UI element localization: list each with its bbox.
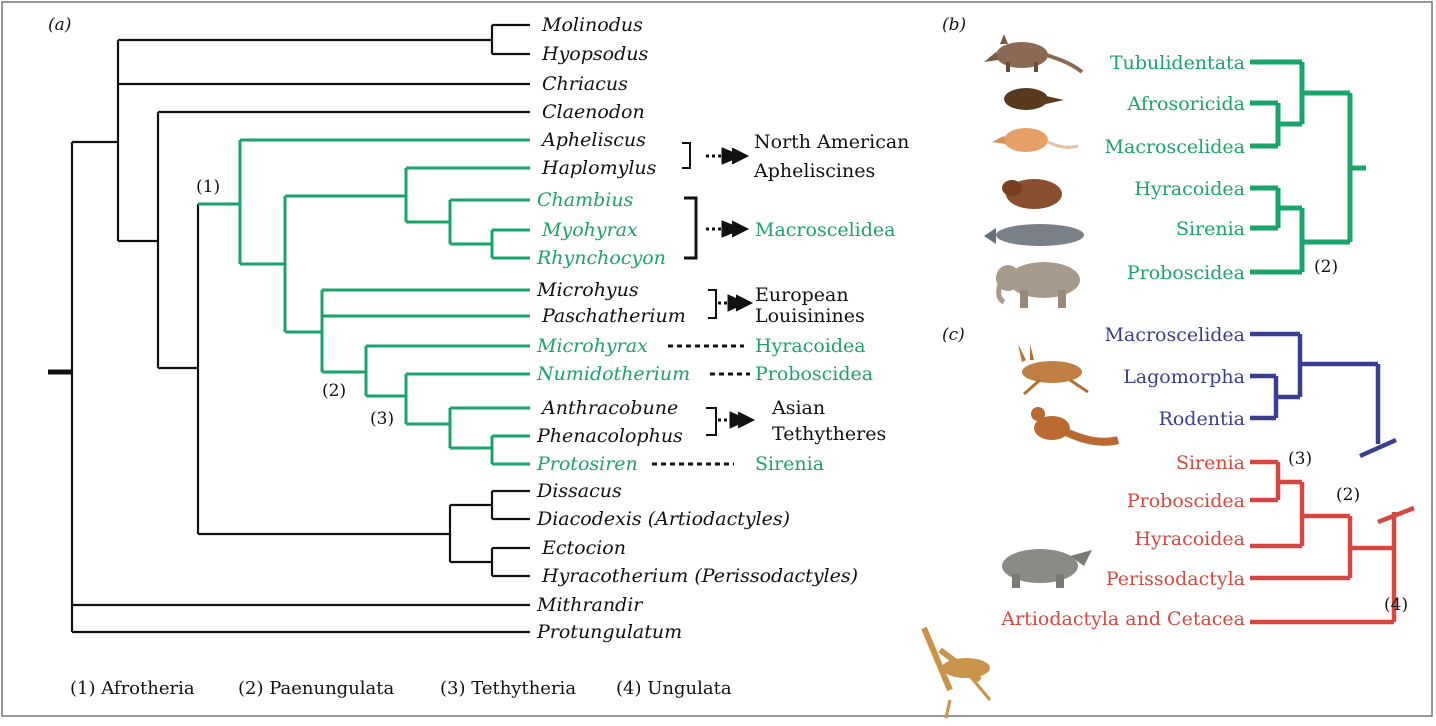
panel-c-node-label-2: (2) [1336,485,1360,505]
node-label-tethytheria: (3) [370,409,394,429]
panel-c-hyracoidea: Hyracoidea [1134,528,1245,550]
group-asian-line2: Tethytheres [772,423,886,445]
hyrax-icon [1002,179,1062,209]
group-sirenia: Sirenia [755,453,824,475]
panel-a-taxa: Molinodus Hyopsodus Chriacus Claenodon A… [536,14,858,643]
taxon-diacodexis: Diacodexis (Artiodactyles) [536,508,790,530]
taxon-protosiren: Protosiren [536,453,638,475]
taxon-numidotherium: Numidotherium [536,363,690,385]
taxon-chambius: Chambius [537,189,634,211]
taxon-mithrandir: Mithrandir [536,594,644,616]
panel-b-proboscidea: Proboscidea [1127,262,1245,284]
panel-c-blue-tree [1250,331,1397,459]
panel-c-lagomorpha: Lagomorpha [1123,366,1245,388]
panel-b-animals [984,34,1084,308]
taxon-molinodus: Molinodus [541,14,643,36]
panel-b-afrosoricida: Afrosoricida [1127,93,1246,115]
panel-b-macroscelidea: Macroscelidea [1105,136,1245,158]
legend: (1) Afrotheria (2) Paenungulata (3) Teth… [70,678,732,699]
panel-c-proboscidea: Proboscidea [1127,490,1245,512]
group-proboscidea: Proboscidea [755,363,873,385]
squirrel-icon [1031,407,1120,446]
legend-tethytheria: (3) Tethytheria [440,678,576,699]
panel-label-a: (a) [48,15,71,35]
panel-c-rodentia: Rodentia [1159,408,1245,430]
taxon-chriacus: Chriacus [542,73,628,95]
giraffe-icon [921,626,992,719]
panel-a-tree [48,23,530,634]
panel-c-red-tree [1250,459,1415,625]
taxon-microhyus: Microhyus [536,279,639,301]
group-north-american-line1: North American [754,131,909,153]
rhinoceros-icon [1002,549,1092,588]
taxon-dissacus: Dissacus [536,480,622,502]
panel-b-taxa: Tubulidentata Afrosoricida Macroscelidea… [1105,52,1339,284]
taxon-rhynchocyon: Rhynchocyon [536,247,666,269]
taxon-claenodon: Claenodon [542,101,645,123]
panel-c-animals [921,344,1120,719]
afrotheria-clade [198,138,530,466]
panel-c-taxa: Macroscelidea Lagomorpha Rodentia Sireni… [1000,324,1408,630]
taxon-haplomylus: Haplomylus [541,157,657,179]
panel-c-sirenia: Sirenia [1176,452,1245,474]
panel-label-b: (b) [942,15,966,35]
panel-c-artiodactyla: Artiodactyla and Cetacea [1000,608,1245,630]
panel-label-c: (c) [942,325,965,345]
taxon-myohyrax: Myohyrax [541,219,638,241]
panel-b-node-label: (2) [1314,257,1338,277]
legend-afrotheria: (1) Afrotheria [70,678,195,699]
panel-c-perissodactyla: Perissodactyla [1106,568,1245,590]
elephant-icon [996,262,1080,308]
group-european-line1: European [755,284,849,306]
taxon-hyracotherium: Hyracotherium (Perissodactyles) [541,565,858,587]
panel-a-group-labels: North American Apheliscines Macroscelide… [753,131,909,475]
group-asian-line1: Asian [771,397,825,419]
taxon-microhyrax: Microhyrax [536,335,648,357]
panel-b-sirenia: Sirenia [1176,218,1245,240]
taxon-protungulatum: Protungulatum [536,621,682,643]
panel-b-hyracoidea: Hyracoidea [1134,178,1245,200]
panel-b-tubulidentata: Tubulidentata [1110,52,1245,74]
legend-ungulata: (4) Ungulata [616,678,732,699]
panel-c-node-label-3: (3) [1288,449,1312,469]
panel-c-macroscelidea: Macroscelidea [1105,324,1245,346]
taxon-paschatherium: Paschatherium [541,305,686,327]
node-label-paenungulata: (2) [322,381,346,401]
group-macroscelidea: Macroscelidea [755,219,895,241]
node-label-afrotheria: (1) [196,177,220,197]
panel-a-brackets [652,142,756,466]
taxon-hyopsodus: Hyopsodus [541,43,648,65]
group-hyracoidea: Hyracoidea [755,335,866,357]
taxon-anthracobune: Anthracobune [540,397,678,419]
aardvark-icon [984,34,1084,74]
legend-paenungulata: (2) Paenungulata [238,678,395,699]
taxon-ectocion: Ectocion [541,537,626,559]
manatee-icon [984,224,1084,246]
hare-icon [1018,344,1089,396]
panel-b-tree [1250,59,1366,275]
elephant-shrew-icon [992,128,1079,152]
group-european-line2: Louisinines [755,305,865,327]
group-north-american-line2: Apheliscines [753,160,875,182]
panel-c-node-label-4: (4) [1384,595,1408,615]
tenrec-icon [1004,88,1064,110]
taxon-phenacolophus: Phenacolophus [536,425,683,447]
taxon-apheliscus: Apheliscus [540,129,646,151]
